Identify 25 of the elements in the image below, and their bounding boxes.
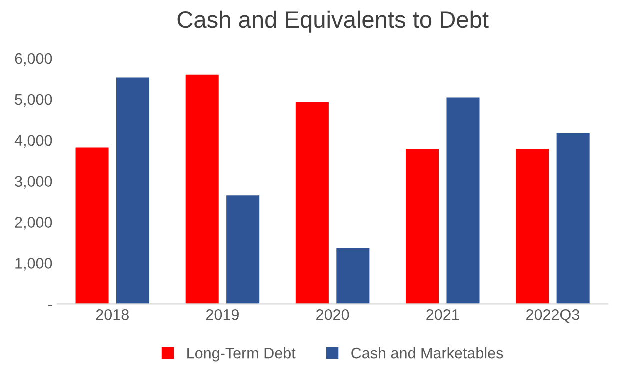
legend-label: Long-Term Debt — [188, 348, 296, 362]
y-tick-label: - — [48, 305, 52, 306]
chart-title: Cash and Equivalents to Debt — [178, 10, 489, 33]
bar — [556, 133, 590, 304]
bar — [446, 98, 480, 304]
bar — [76, 148, 109, 304]
bar — [516, 149, 550, 304]
y-tick-label: 4,000 — [14, 135, 52, 148]
x-tick-label: 2018 — [96, 309, 129, 320]
x-tick-label: 2019 — [206, 309, 239, 320]
y-tick-label: 6,000 — [15, 53, 52, 66]
bar — [296, 102, 329, 304]
y-tick-label: 3,000 — [15, 176, 52, 189]
x-tick-label: 2021 — [426, 309, 460, 320]
bar — [226, 196, 260, 304]
x-tick-label: 2022Q3 — [526, 309, 580, 324]
y-tick-label: 5,000 — [15, 94, 52, 107]
bar — [116, 78, 150, 304]
bar — [336, 248, 370, 304]
y-tick-label: 2,000 — [15, 217, 52, 230]
y-tick-label: 1,000 — [16, 258, 52, 271]
bar — [406, 149, 440, 304]
bar — [186, 74, 219, 304]
legend-label: Cash and Marketables — [352, 348, 504, 359]
x-tick-label: 2020 — [316, 309, 350, 320]
